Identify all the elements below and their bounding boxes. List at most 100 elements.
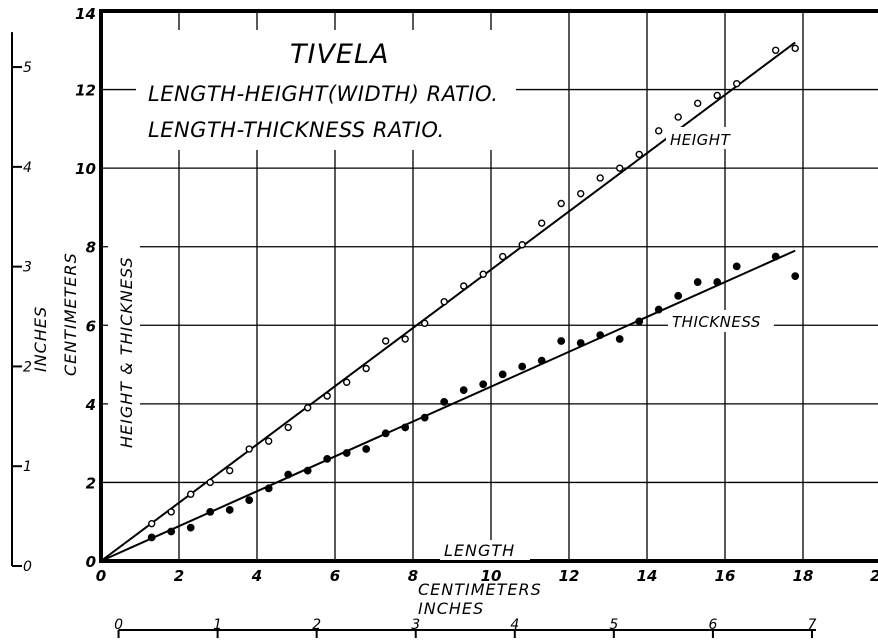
y-inch-tick-label: 5	[23, 60, 32, 76]
x-inch-tick-label: 2	[312, 617, 321, 633]
height-point	[713, 91, 721, 100]
thickness-point	[323, 454, 332, 463]
x-tick-label: 10	[481, 567, 502, 585]
height-point	[538, 219, 546, 227]
y-inch-tick-label: 2	[23, 359, 32, 375]
x-tick-label: 2	[174, 567, 184, 585]
x-inch-axis: 0 1 2 3 4 5 6 7	[114, 617, 817, 638]
x-tick-label: 4	[251, 567, 262, 585]
series-label-thickness: THICKNESS	[672, 313, 761, 331]
x-inch-tick-label: 3	[411, 617, 420, 633]
thickness-point	[167, 527, 176, 536]
x-tick-label: 16	[715, 567, 736, 585]
height-point	[186, 490, 195, 498]
y-axis-unit-inches: INCHES	[31, 306, 50, 372]
height-point	[596, 174, 604, 182]
height-point	[674, 113, 682, 121]
height-point	[206, 478, 214, 487]
height-point	[343, 378, 351, 386]
height-point	[499, 252, 507, 261]
thickness-point	[362, 445, 371, 453]
height-point	[557, 199, 565, 208]
y-tick-label: 6	[86, 317, 96, 335]
y-tick-label: 10	[75, 160, 96, 178]
thickness-point	[440, 397, 449, 406]
x-inch-tick-label: 5	[609, 617, 618, 633]
thickness-point	[420, 413, 429, 422]
height-point	[382, 337, 390, 345]
height-label-background	[666, 127, 748, 149]
thickness-point	[245, 496, 254, 505]
height-point	[265, 437, 273, 445]
y-axis-unit-centimeters: CENTIMETERS	[61, 252, 80, 376]
y-inch-tick-label: 1	[23, 459, 32, 475]
height-point	[518, 241, 526, 249]
x-inch-tick-label: 6	[708, 617, 717, 633]
thickness-point	[537, 356, 546, 365]
x-axis-label: LENGTH	[444, 541, 515, 560]
y-inch-tick-label: 0	[23, 559, 32, 575]
x-inch-tick-label: 1	[213, 617, 222, 633]
thickness-point	[615, 335, 624, 343]
y-inch-tick-label: 4	[23, 160, 32, 176]
height-point	[225, 466, 234, 475]
x-inch-tick-label: 0	[114, 617, 123, 633]
height-point	[460, 282, 468, 290]
thickness-point	[654, 305, 663, 314]
thickness-point	[674, 291, 683, 300]
height-point	[304, 404, 312, 412]
x-tick-label: 18	[793, 567, 814, 585]
thickness-point	[518, 362, 527, 371]
height-point	[401, 335, 409, 343]
height-point	[362, 364, 370, 373]
height-point	[635, 150, 643, 159]
chart-subtitle-thickness-ratio: LENGTH-THICKNESS RATIO.	[148, 118, 445, 142]
y-tick-label: 12	[75, 82, 96, 100]
thickness-point	[791, 272, 800, 281]
title-background	[136, 30, 516, 150]
height-point	[577, 189, 585, 198]
x-inch-tick-label: 4	[510, 617, 519, 633]
thickness-point	[459, 386, 468, 395]
height-point	[167, 508, 175, 516]
series-label-height: HEIGHT	[670, 131, 732, 149]
x-tick-label: 8	[408, 567, 418, 585]
height-point	[147, 519, 156, 528]
data-points	[147, 44, 800, 542]
y-tick-labels: 0 2 4 6 8 10 12 14	[75, 5, 96, 571]
y-tick-label: 4	[85, 396, 96, 414]
height-point	[616, 164, 624, 172]
height-point	[772, 46, 780, 54]
height-point	[440, 298, 448, 306]
thickness-point	[693, 278, 702, 286]
thickness-point	[342, 449, 351, 457]
x-tick-label: 0	[96, 567, 106, 585]
height-point	[733, 79, 741, 88]
fit-line-thickness	[100, 249, 796, 562]
thickness-point	[206, 507, 215, 516]
y-inch-axis: 0 1 2 3 4 5	[11, 32, 32, 575]
length-label-background	[440, 540, 530, 560]
thickness-point	[713, 278, 722, 286]
thickness-point	[576, 339, 585, 347]
thickness-point	[498, 370, 507, 379]
height-point	[421, 319, 429, 328]
height-point	[655, 127, 663, 135]
thickness-label-background	[668, 310, 774, 332]
y-inch-tick-label: 3	[23, 260, 32, 276]
height-point	[694, 99, 702, 108]
ylabel-background	[108, 230, 140, 452]
y-tick-label: 0	[86, 553, 96, 571]
y-tick-label: 2	[86, 474, 96, 492]
thickness-point	[284, 470, 293, 479]
thickness-point	[771, 252, 780, 261]
thickness-point	[732, 262, 741, 271]
x-tick-label: 14	[637, 567, 658, 585]
height-point	[791, 44, 799, 53]
thickness-point	[303, 466, 312, 475]
thickness-point	[264, 484, 273, 493]
height-point	[284, 423, 292, 432]
thickness-point	[186, 523, 195, 532]
chart-subtitle-height-ratio: LENGTH-HEIGHT(WIDTH) RATIO.	[148, 82, 498, 106]
